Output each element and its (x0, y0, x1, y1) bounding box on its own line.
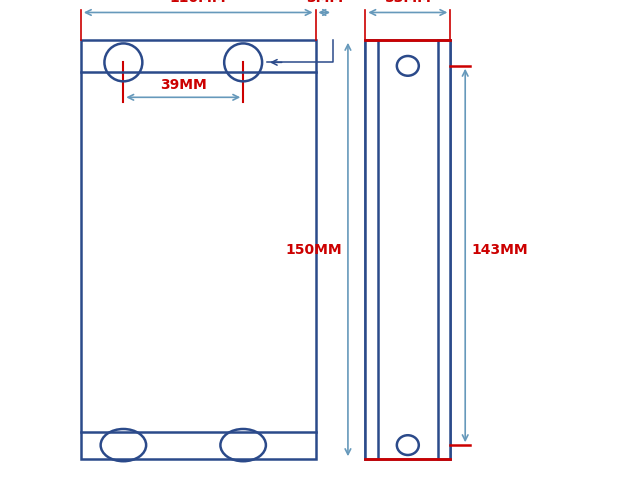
Bar (438, 40, 451, 459)
Bar (365, 40, 451, 459)
Bar (81, 40, 316, 459)
Text: 39MM: 39MM (160, 78, 206, 92)
Text: 53MM: 53MM (384, 0, 431, 5)
Text: 110MM: 110MM (170, 0, 227, 5)
Text: 150MM: 150MM (285, 243, 342, 256)
Text: 3MM: 3MM (306, 0, 343, 5)
Bar (365, 40, 378, 459)
Text: 143MM: 143MM (471, 243, 528, 256)
